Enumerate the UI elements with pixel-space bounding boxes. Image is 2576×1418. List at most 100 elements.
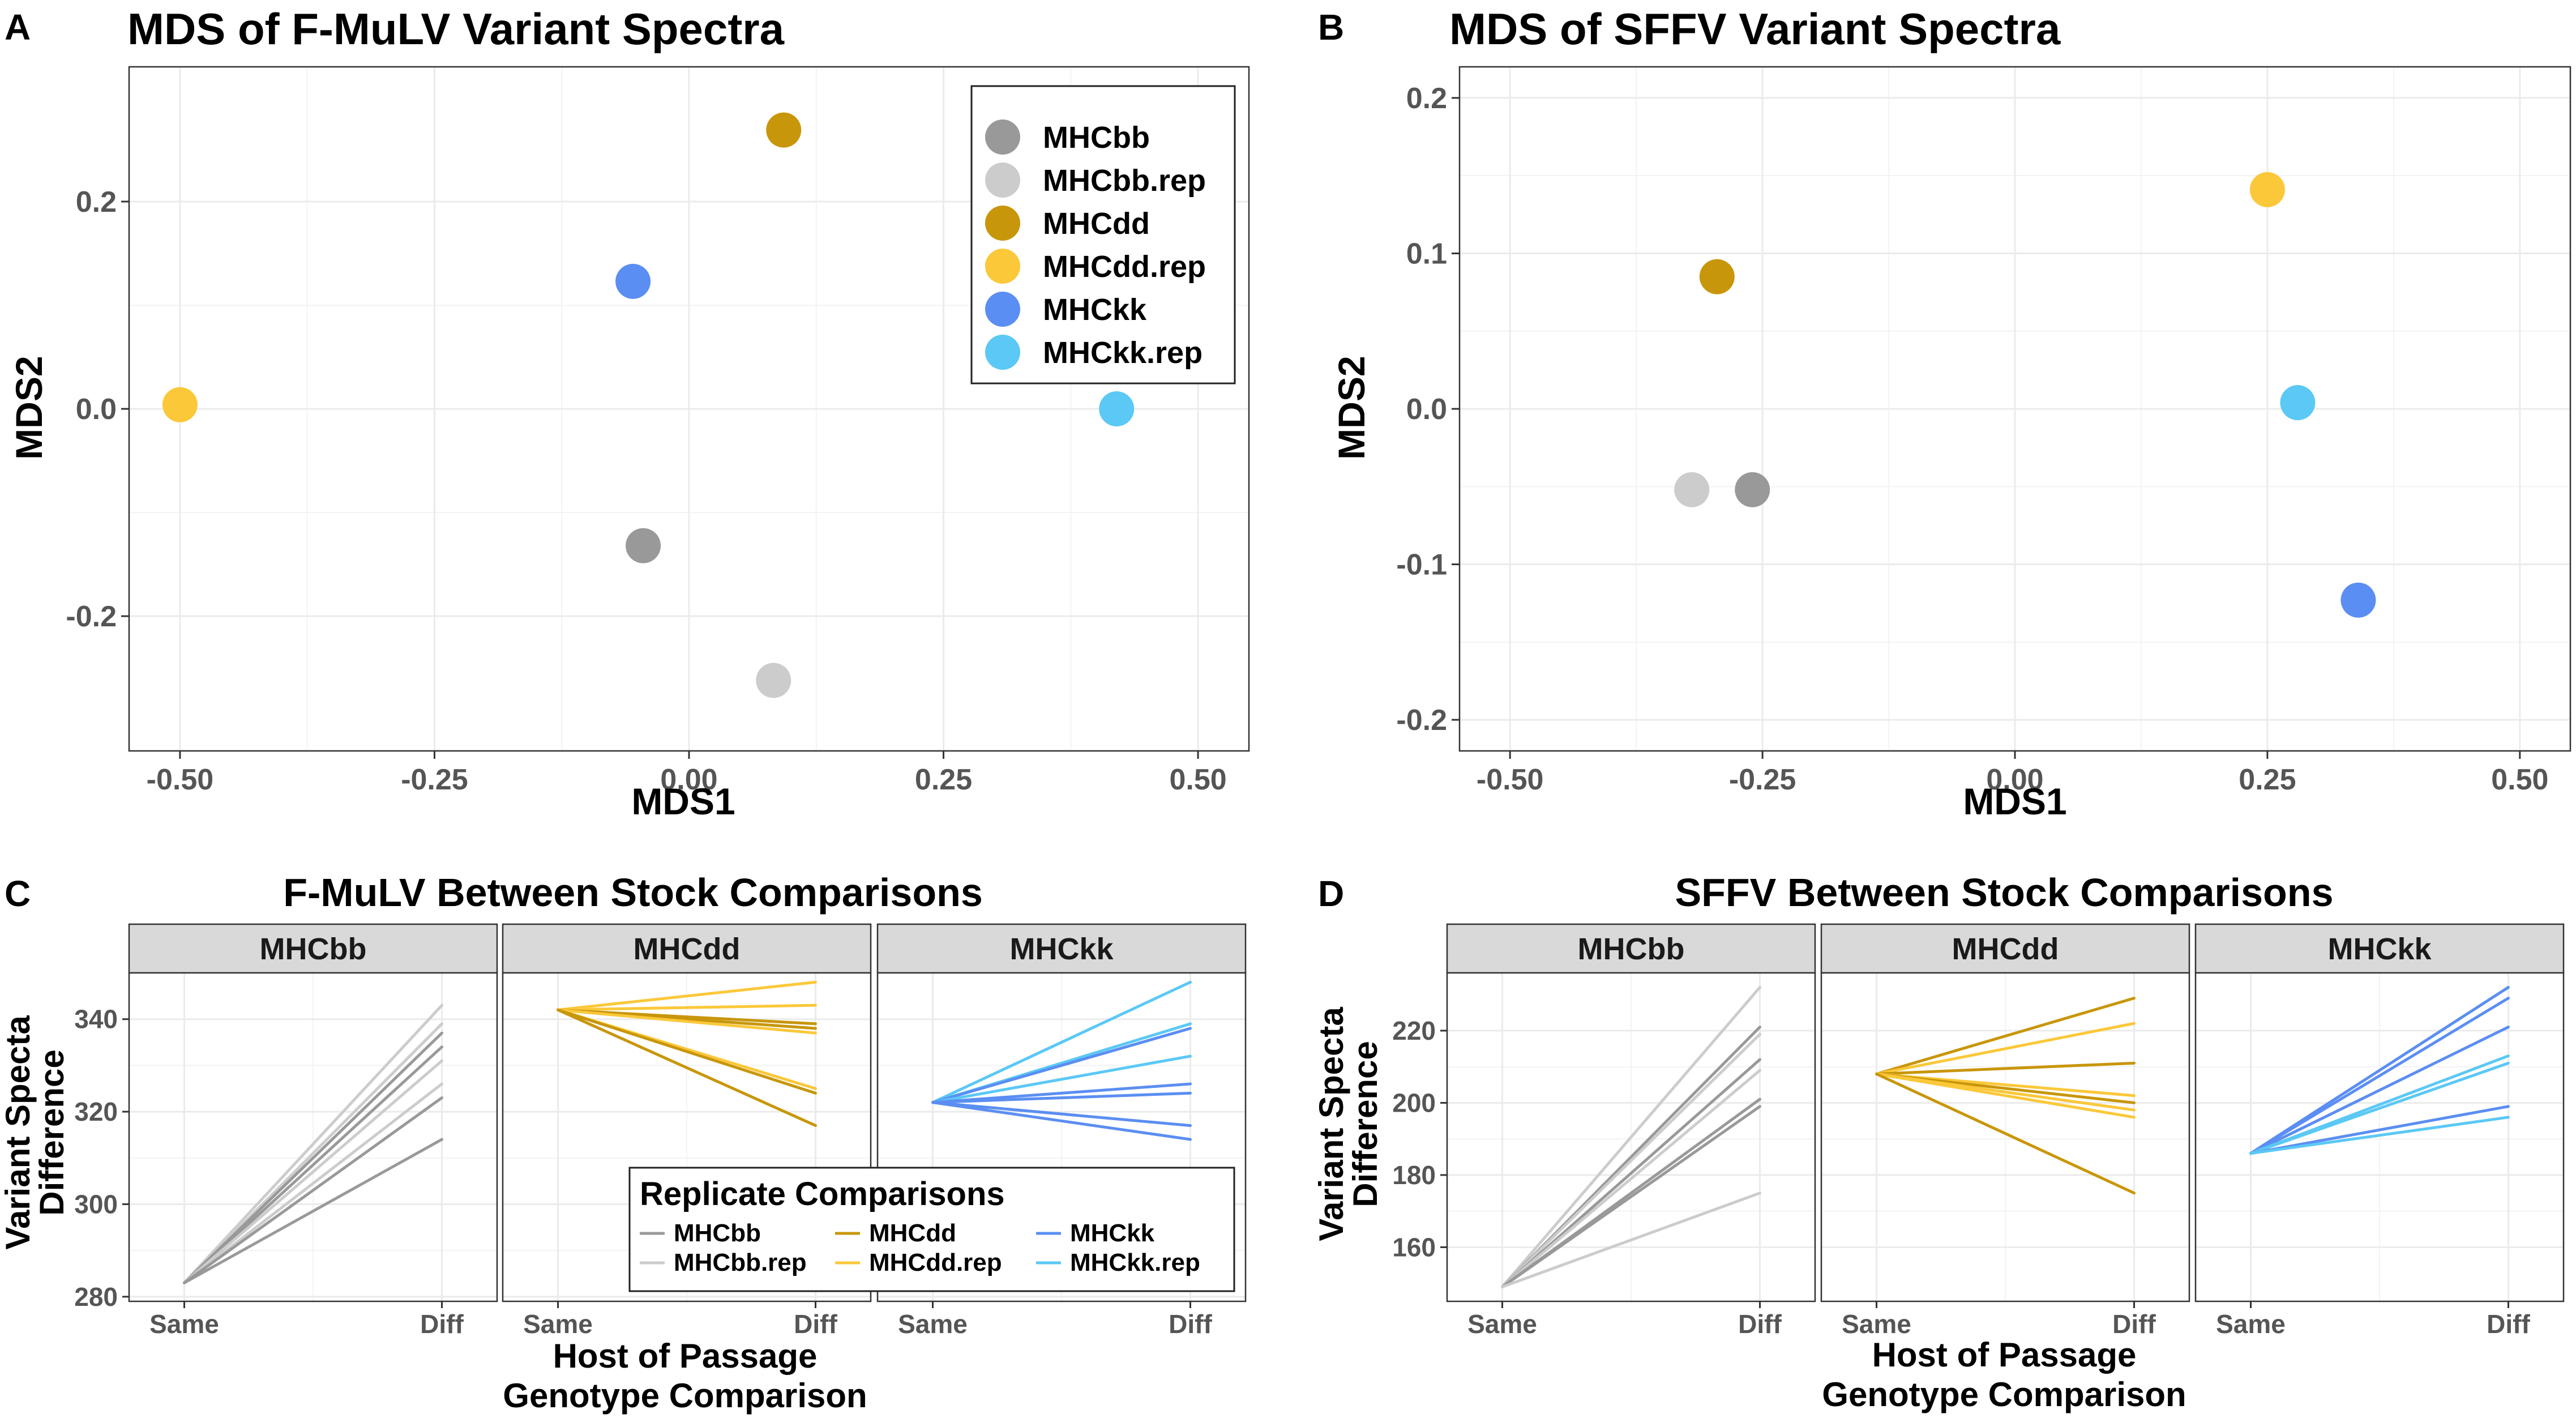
legend-label-MHCkk: MHCkk: [1043, 293, 1147, 327]
b-y-tick-label: 0.0: [1406, 393, 1447, 426]
b-x-tick-label: 0.25: [2239, 763, 2296, 796]
c-line-MHCbb-rep: [183, 1003, 443, 1284]
panel-d-y-ticks: 160 180 200 220: [1392, 1016, 1447, 1262]
d-facet-border: [1820, 972, 2190, 1302]
b-y-tick-label: -0.2: [1396, 704, 1447, 737]
legend-label-MHCdd: MHCdd: [1043, 207, 1150, 241]
c-line-MHCbb: [183, 1096, 443, 1284]
c-line-MHCkk-rep: [931, 1054, 1192, 1104]
legend-key-MHCdd-rep: [985, 249, 1020, 284]
b-y-tick-label: 0.1: [1406, 237, 1447, 270]
c-facet-border: [502, 972, 872, 1302]
d-line-MHCkk: [2249, 985, 2510, 1155]
panel-b-points: [1674, 172, 2376, 618]
c-facet-MHCbb: MHCbb Same Diff: [128, 923, 498, 1339]
legend-label-c-MHCbb-rep: MHCbb.rep: [674, 1249, 807, 1276]
c-strip-label-MHCbb: MHCbb: [260, 932, 367, 966]
c-x-tick-label: Diff: [794, 1309, 837, 1339]
a-x-tick-label: 0.25: [915, 763, 972, 796]
a-point-MHCkk-rep: [1099, 391, 1135, 426]
d-line-MHCdd-rep: [1875, 1022, 2136, 1075]
c-line-MHCdd-rep: [557, 1008, 817, 1035]
d-facet-border: [1446, 972, 1816, 1302]
c-x-tick-label: Same: [898, 1309, 968, 1339]
d-y-tick-label: 220: [1392, 1016, 1436, 1045]
panel-c-y-axis-title-line-2: Difference: [33, 1049, 71, 1215]
c-x-tick-label: Diff: [420, 1309, 464, 1339]
panel-d-facets: MHCbb Same Diff MHCdd Same Diff MHCkk Same Diff: [1446, 923, 2565, 1339]
d-y-tick-label: 200: [1392, 1088, 1436, 1117]
c-line-MHCbb-rep: [183, 1059, 443, 1284]
d-x-tick-label: Diff: [2112, 1309, 2156, 1339]
a-y-tick-label: -0.2: [66, 600, 117, 633]
legend-label-MHCbb-rep: MHCbb.rep: [1043, 164, 1206, 198]
panel-d-y-axis-title-line-2: Difference: [1346, 1041, 1384, 1207]
d-x-tick-label: Same: [1467, 1309, 1537, 1339]
b-point-MHCbb-rep: [1674, 472, 1710, 507]
panel-d-y-axis-title-line-1: Variant Specta: [1312, 1007, 1350, 1241]
panel-letter-c: C: [5, 873, 31, 914]
panel-b-gridlines: [1460, 67, 2570, 751]
a-point-MHCbb: [626, 528, 661, 563]
d-strip-MHCbb: [1446, 923, 1816, 974]
d-x-tick-label: Same: [2216, 1309, 2286, 1339]
d-x-tick-label: Diff: [1738, 1309, 1782, 1339]
d-facet-MHCdd: MHCdd Same Diff: [1820, 923, 2190, 1339]
d-line-MHCbb: [1501, 1105, 1761, 1289]
legend-label-MHCdd-rep: MHCdd.rep: [1043, 250, 1206, 284]
c-line-MHCkk: [931, 1101, 1192, 1141]
a-point-MHCbb-rep: [756, 663, 791, 698]
c-line-MHCdd: [557, 1008, 817, 1127]
panel-b-y-ticks: -0.2 -0.1 0.0 0.1 0.2: [1396, 82, 1460, 737]
panel-c-legend-box: [628, 1167, 1235, 1292]
c-line-MHCbb: [183, 1045, 443, 1284]
c-x-tick-label: Same: [149, 1309, 219, 1339]
panel-c-legend-title: Replicate Comparisons: [640, 1176, 1005, 1212]
panel-b-mds-sffv: MDS of SFFV Variant Spectra -0.50 -0.25 0.…: [1330, 4, 2571, 822]
legend-key-MHCbb-rep: [985, 163, 1020, 198]
d-y-tick-label: 180: [1392, 1160, 1436, 1190]
legend-label-c-MHCdd-rep: MHCdd.rep: [869, 1249, 1002, 1276]
b-x-tick-label: -0.25: [1729, 763, 1796, 796]
panel-c-y-ticks: 280 300 320 340: [74, 1005, 129, 1312]
a-point-MHCkk: [615, 263, 651, 299]
c-y-tick-label: 280: [74, 1282, 118, 1312]
d-line-MHCkk: [2249, 1026, 2510, 1155]
c-line-MHCdd-rep: [557, 980, 817, 1011]
c-facet-border: [128, 972, 498, 1302]
a-point-MHCdd: [766, 112, 802, 148]
d-facet-MHCkk: MHCkk Same Diff: [2194, 923, 2565, 1339]
c-x-tick-label: Same: [523, 1309, 593, 1339]
panel-c-fmulv-comparisons: F-MuLV Between Stock Comparisons MHCbb Sa…: [0, 870, 1247, 1415]
c-line-MHCbb: [183, 1138, 443, 1284]
legend-label-c-MHCkk-rep: MHCkk.rep: [1070, 1249, 1200, 1276]
d-line-MHCdd: [1875, 997, 2136, 1075]
c-strip-label-MHCkk: MHCkk: [1009, 932, 1114, 966]
c-line-MHCdd-rep: [557, 1003, 817, 1011]
b-point-MHCkk-rep: [2280, 385, 2316, 421]
d-line-MHCbb-rep: [1501, 1191, 1761, 1289]
c-strip-label-MHCdd: MHCdd: [634, 932, 741, 966]
c-facet-border: [876, 972, 1247, 1302]
c-line-MHCkk-rep: [931, 980, 1192, 1104]
panel-d-title: SFFV Between Stock Comparisons: [1675, 870, 2333, 915]
panel-b-x-axis-title: MDS1: [1963, 780, 2066, 822]
panel-b-y-axis-title: MDS2: [1330, 356, 1372, 459]
a-x-tick-label: -0.25: [401, 763, 468, 796]
d-strip-MHCkk: [2194, 923, 2565, 974]
panel-a-title: MDS of F-MuLV Variant Spectra: [127, 4, 785, 54]
panel-a-points: [162, 112, 1135, 698]
d-line-MHCbb-rep: [1501, 985, 1761, 1289]
c-strip-MHCbb: [128, 923, 498, 974]
c-line-MHCkk: [931, 1091, 1192, 1104]
b-y-tick-label: 0.2: [1406, 82, 1447, 115]
d-line-MHCdd-rep: [1875, 1072, 2136, 1119]
panel-a-x-axis-title: MDS1: [631, 780, 735, 822]
d-line-MHCbb-rep: [1501, 1069, 1761, 1289]
d-strip-MHCdd: [1820, 923, 2190, 974]
legend-label-MHCkk-rep: MHCkk.rep: [1043, 336, 1203, 370]
d-line-MHCkk: [2249, 1105, 2510, 1155]
c-y-tick-label: 320: [74, 1097, 118, 1126]
legend-label-c-MHCbb: MHCbb: [674, 1219, 761, 1247]
